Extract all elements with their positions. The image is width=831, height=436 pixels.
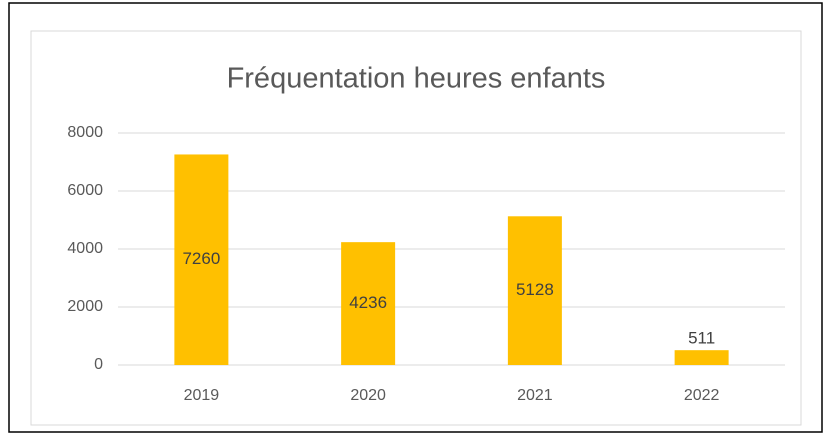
bar [507,216,562,365]
chart-title: Fréquentation heures enfants [227,63,606,95]
data-label: 7260 [182,249,220,268]
x-tick-label: 2019 [184,387,220,404]
y-tick-label: 2000 [67,298,103,315]
chart-frame [30,30,802,426]
outer-frame [8,2,823,433]
data-label: 5128 [516,280,554,299]
bar [341,242,396,365]
y-tick-label: 4000 [67,240,103,257]
x-tick-label: 2020 [350,387,386,404]
data-label: 4236 [349,293,387,312]
bar [674,350,729,365]
x-tick-label: 2021 [517,387,553,404]
x-tick-label: 2022 [684,387,720,404]
bar [174,154,229,365]
data-label: 511 [688,329,715,348]
y-tick-label: 6000 [67,182,103,199]
y-tick-label: 8000 [67,124,103,141]
y-tick-label: 0 [94,356,103,373]
